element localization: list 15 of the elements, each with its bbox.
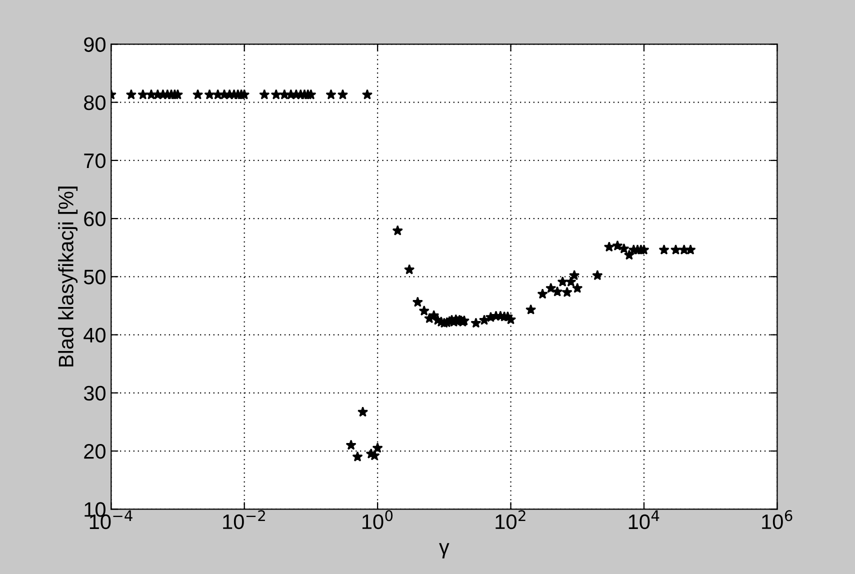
y-tick-label: 30	[84, 386, 106, 401]
y-tick-label: 50	[84, 270, 106, 284]
y-tick-label: 70	[84, 153, 106, 168]
y-axis-title: Blad klasyfikacji [%]	[58, 186, 78, 366]
x-tick-label: 10$^{2}$	[496, 510, 526, 530]
y-tick-label: 40	[84, 328, 106, 343]
y-tick-label: 80	[84, 95, 106, 110]
y-tick-label: 60	[84, 212, 106, 226]
x-axis-title: γ	[439, 543, 450, 558]
y-tick-label: 90	[84, 37, 106, 52]
x-tick-label: 10$^{4}$	[628, 510, 660, 530]
x-tick-label: 10$^{6}$	[762, 510, 792, 530]
x-tick-label: 10$^{0}$	[362, 510, 393, 530]
y-tick-label: 20	[84, 444, 106, 459]
x-tick-label: 10$^{−2}$	[223, 510, 265, 530]
